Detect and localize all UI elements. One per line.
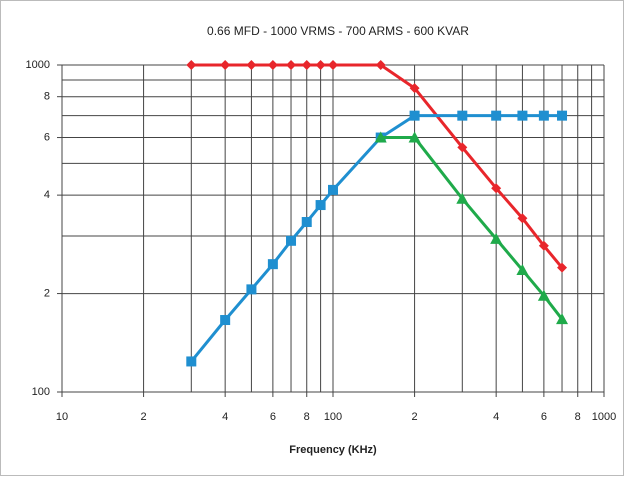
x-tick-label: 6: [541, 411, 547, 423]
marker: [456, 192, 469, 204]
x-tick-label: 8: [304, 411, 310, 423]
x-tick-label: 8: [575, 411, 581, 423]
y-tick-label: 100: [32, 386, 50, 398]
y-tick-label: 6: [44, 131, 50, 143]
x-tick-label: 10: [56, 411, 68, 423]
marker: [286, 60, 297, 70]
marker: [409, 110, 420, 121]
marker: [220, 315, 231, 326]
x-tick-label: 2: [141, 411, 147, 423]
x-tick-label: 4: [493, 411, 499, 423]
marker: [491, 183, 502, 194]
marker: [490, 232, 503, 244]
marker: [328, 60, 338, 70]
x-tick-label: 1000: [592, 411, 616, 423]
y-tick-label: 8: [44, 91, 50, 103]
marker: [538, 110, 549, 121]
marker: [186, 60, 197, 70]
x-axis-label: Frequency (KHz): [289, 444, 377, 456]
marker: [491, 110, 502, 121]
chart-title: 0.66 MFD - 1000 VRMS - 700 ARMS - 600 KV…: [207, 24, 469, 38]
x-tick-label: 6: [270, 411, 276, 423]
marker: [301, 217, 312, 228]
marker: [457, 110, 468, 121]
marker: [557, 110, 568, 121]
marker: [186, 356, 197, 367]
y-tick-label: 1000: [26, 59, 50, 71]
marker: [375, 60, 386, 70]
marker: [315, 200, 326, 211]
marker: [516, 264, 529, 276]
marker: [517, 213, 528, 224]
marker: [267, 60, 278, 70]
x-tick-label: 2: [412, 411, 418, 423]
marker: [517, 110, 528, 121]
marker: [408, 131, 421, 143]
x-tick-label: 100: [324, 411, 342, 423]
x-tick-label: 4: [222, 411, 228, 423]
marker: [457, 142, 468, 153]
marker: [246, 60, 257, 70]
marker: [286, 235, 297, 246]
marker: [328, 184, 338, 195]
y-tick-label: 4: [44, 189, 50, 201]
marker: [537, 289, 550, 301]
marker: [220, 60, 231, 70]
marker: [556, 313, 569, 325]
marker: [557, 262, 568, 273]
marker: [538, 240, 549, 251]
marker: [246, 284, 257, 295]
marker: [409, 83, 420, 94]
marker: [267, 259, 278, 270]
y-tick-label: 2: [44, 287, 50, 299]
marker: [374, 131, 387, 143]
marker: [301, 60, 312, 70]
marker: [315, 60, 326, 70]
